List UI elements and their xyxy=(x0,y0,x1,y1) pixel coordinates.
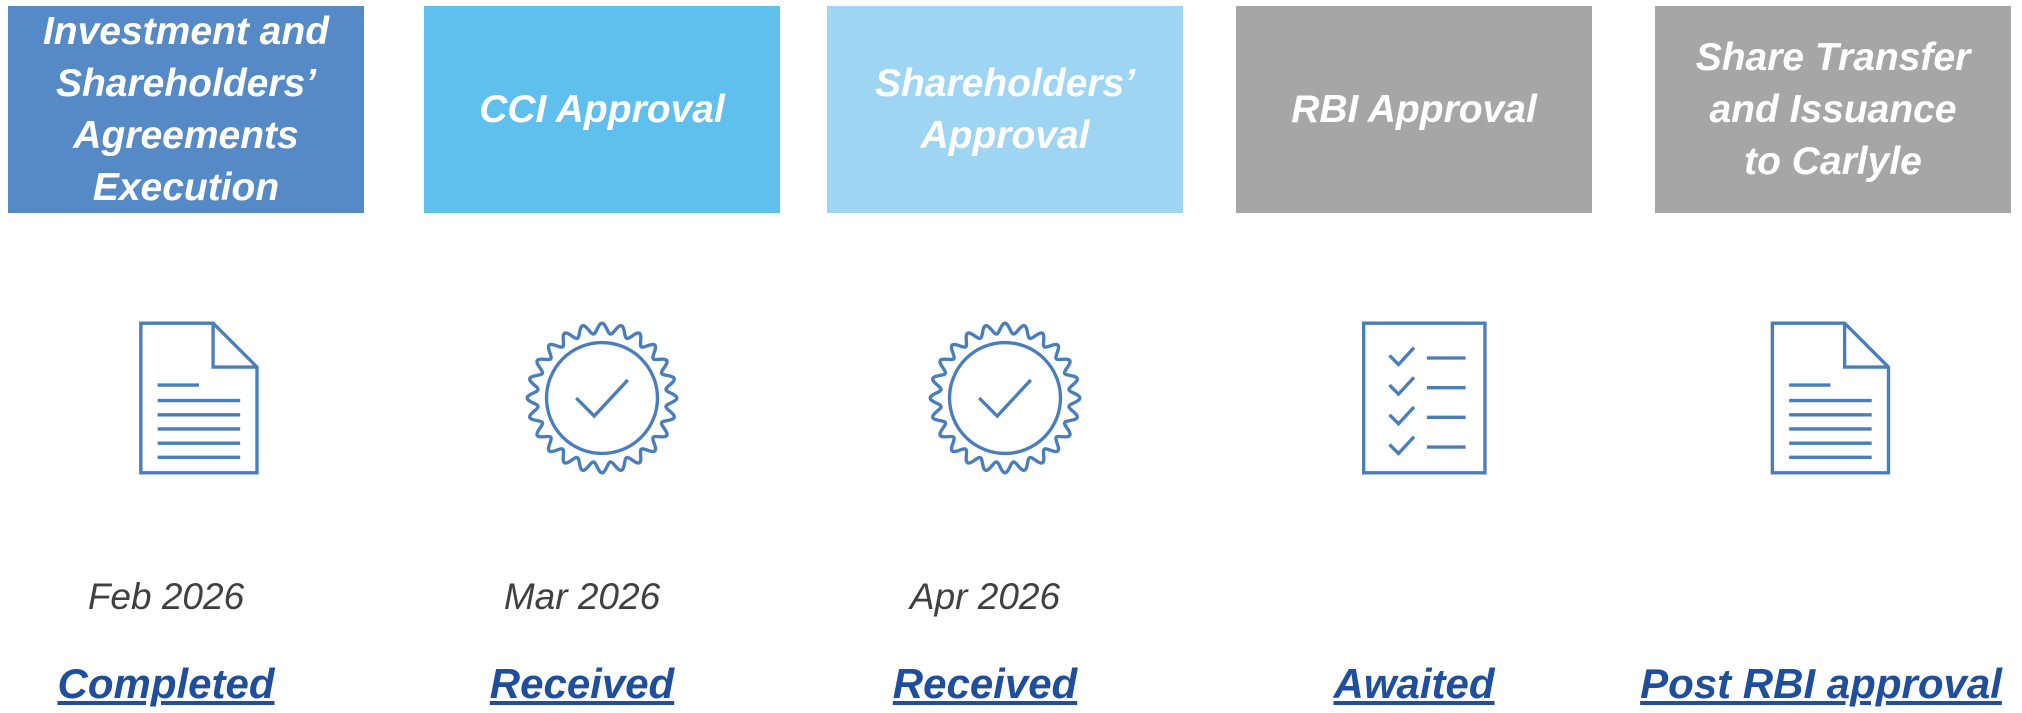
seal-icon xyxy=(525,321,679,475)
step-title-line: Approval xyxy=(920,113,1090,157)
step-status[interactable]: Received xyxy=(489,660,675,707)
step-title-line: Shareholders’ xyxy=(55,61,317,105)
step-title-line: CCI Approval xyxy=(479,87,725,131)
step: Investment and Shareholders’ Agreements Exe… xyxy=(8,0,364,713)
step: Share Transfer and Issuance to Carlyle Pos… xyxy=(1640,0,2011,713)
step-title-line: to Carlyle xyxy=(1744,139,1922,183)
step-date: Mar 2026 xyxy=(503,576,661,617)
step-header: Share Transfer and Issuance to Carlyle xyxy=(1655,6,2011,213)
step-title-line: Share Transfer xyxy=(1695,35,1971,79)
step-header: CCI Approval xyxy=(424,6,780,213)
step: Shareholders’ Approval Apr 2026 Received xyxy=(827,0,1183,713)
step-title-line: Investment and xyxy=(42,9,330,53)
step: CCI Approval Mar 2026 Received xyxy=(424,0,780,713)
document-icon xyxy=(1770,321,1891,475)
step-title-line: RBI Approval xyxy=(1291,87,1537,131)
step-header: Shareholders’ Approval xyxy=(827,6,1183,213)
seal-edge xyxy=(525,321,679,475)
step-title-line: and Issuance xyxy=(1709,87,1957,131)
step-title-line: Shareholders’ xyxy=(874,61,1136,105)
step-title-line: Agreements xyxy=(73,113,299,157)
step-header: RBI Approval xyxy=(1236,6,1592,213)
seal-icon xyxy=(928,321,1082,475)
step: RBI Approval Awaited xyxy=(1236,0,1592,713)
step-status[interactable]: Awaited xyxy=(1333,660,1495,707)
step-header: Investment and Shareholders’ Agreements Exe… xyxy=(8,6,364,213)
document-icon xyxy=(139,321,259,475)
step-status[interactable]: Post RBI approval xyxy=(1640,660,2002,707)
step-status[interactable]: Received xyxy=(892,660,1078,707)
step-date: Feb 2026 xyxy=(87,576,245,617)
step-status[interactable]: Completed xyxy=(57,660,275,707)
seal-edge xyxy=(928,321,1082,475)
step-title-line: Execution xyxy=(92,165,280,209)
step-date: Apr 2026 xyxy=(909,576,1061,617)
checklist-icon xyxy=(1362,321,1487,475)
